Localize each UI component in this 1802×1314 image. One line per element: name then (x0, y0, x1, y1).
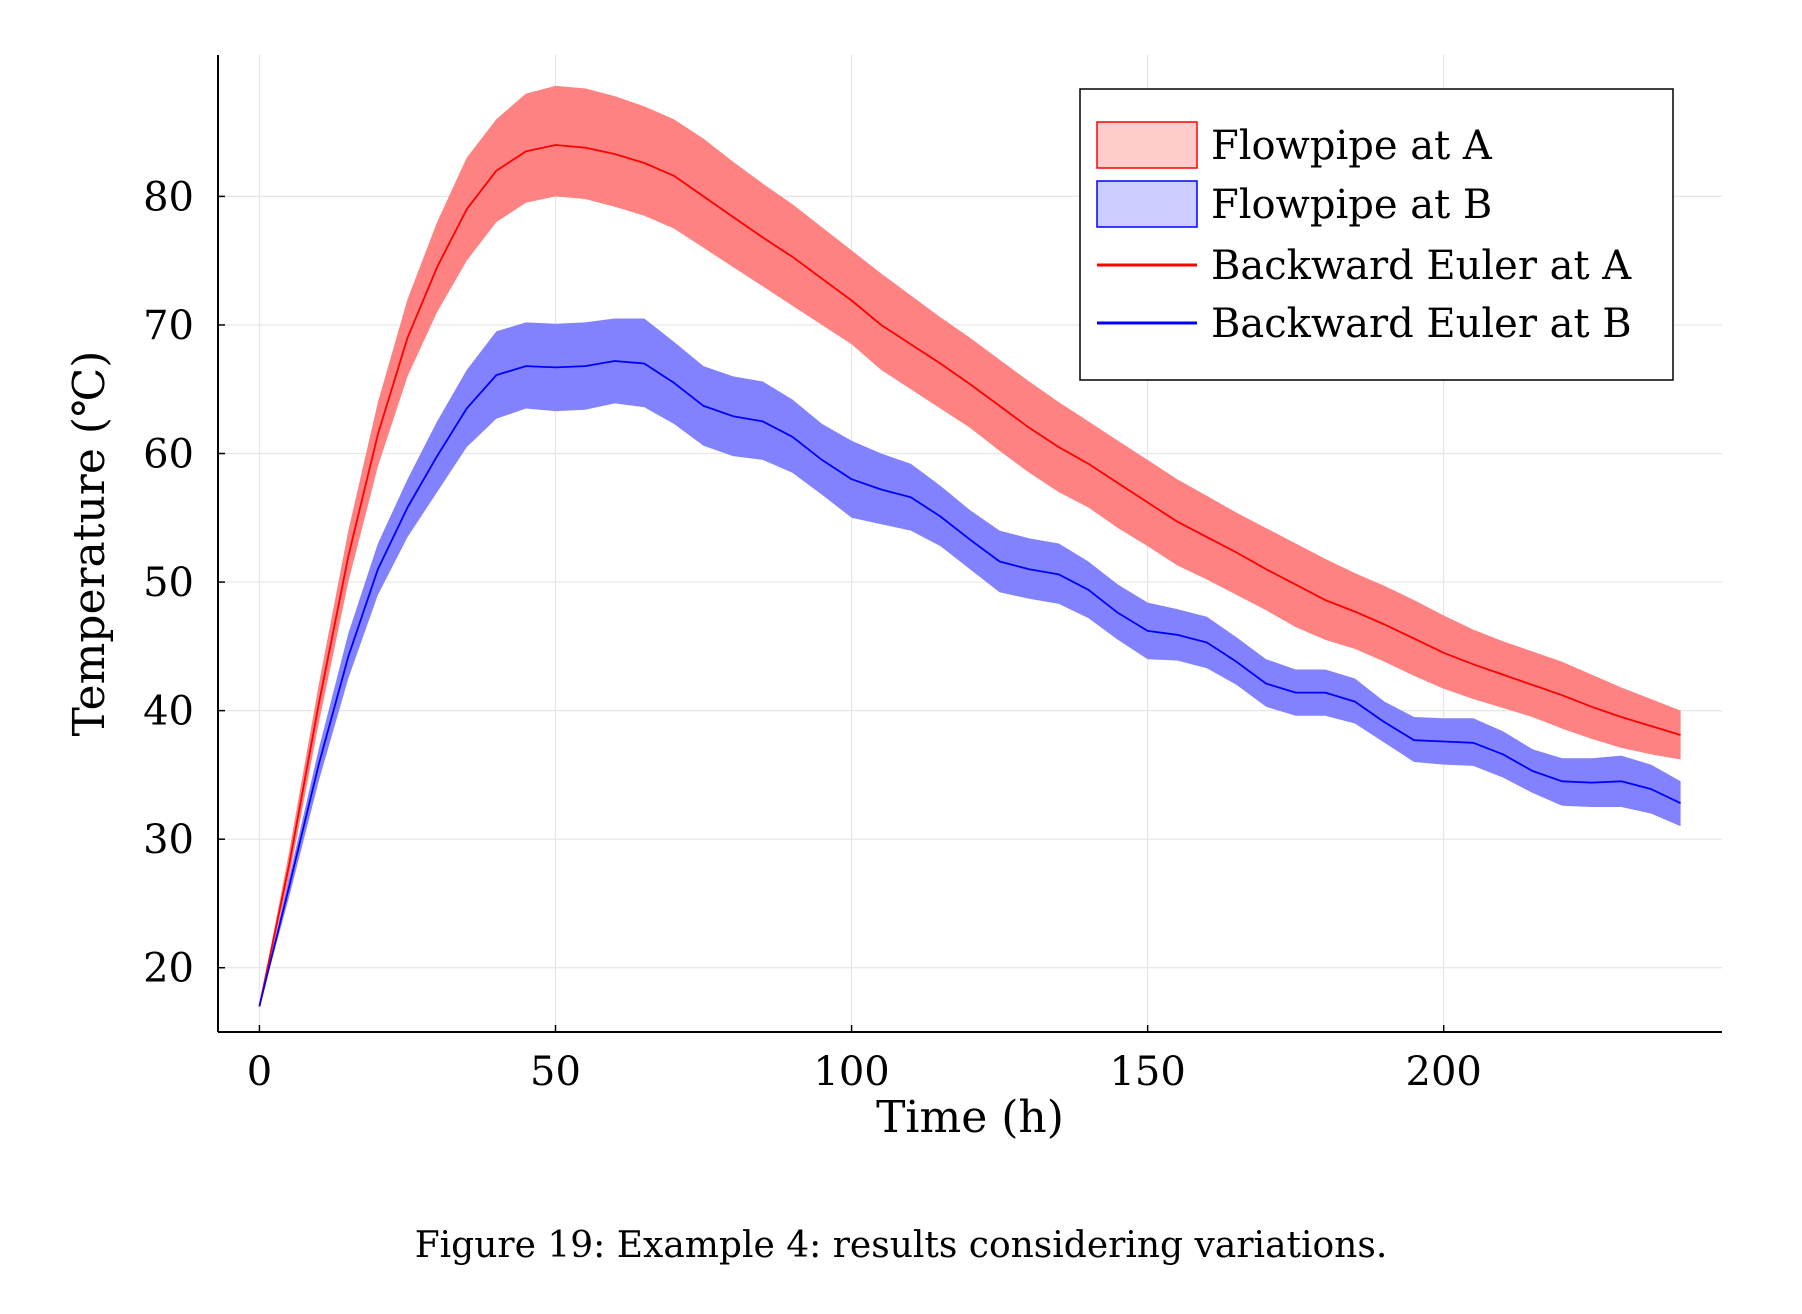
series-lines (258, 144, 1681, 1007)
tick-labels: 0 50 100 150 200 20 30 40 50 60 70 80 (143, 174, 1482, 1095)
y-tick-label: 30 (143, 817, 194, 863)
series-line-b (258, 360, 1681, 1007)
legend-label: Backward Euler at B (1211, 301, 1632, 347)
figure-caption: Figure 19: Example 4: results considerin… (414, 1225, 1388, 1266)
x-tick-label: 150 (1109, 1049, 1185, 1095)
legend-swatch-band (1096, 121, 1198, 169)
axes (217, 55, 1722, 1033)
y-tick-label: 50 (143, 560, 194, 606)
x-tick-label: 200 (1406, 1049, 1482, 1095)
series-line-a (258, 144, 1681, 1007)
y-tick-label: 60 (143, 432, 194, 478)
x-axis-label: Time (h) (876, 1092, 1064, 1143)
y-axis-label: Temperature (℃) (64, 351, 115, 737)
x-tick-label: 0 (247, 1049, 272, 1095)
x-tick-label: 100 (813, 1049, 889, 1095)
y-tick-label: 70 (143, 303, 194, 349)
legend-label: Flowpipe at B (1211, 182, 1492, 228)
x-tick-label: 50 (530, 1049, 581, 1095)
legend: Flowpipe at A Flowpipe at B Backward Euler… (1079, 88, 1674, 381)
y-tick-label: 80 (143, 174, 194, 220)
y-tick-label: 40 (143, 689, 194, 735)
legend-label: Backward Euler at A (1211, 243, 1632, 289)
legend-swatch-band (1096, 180, 1198, 228)
legend-label: Flowpipe at A (1211, 123, 1493, 169)
y-tick-label: 20 (143, 946, 194, 992)
